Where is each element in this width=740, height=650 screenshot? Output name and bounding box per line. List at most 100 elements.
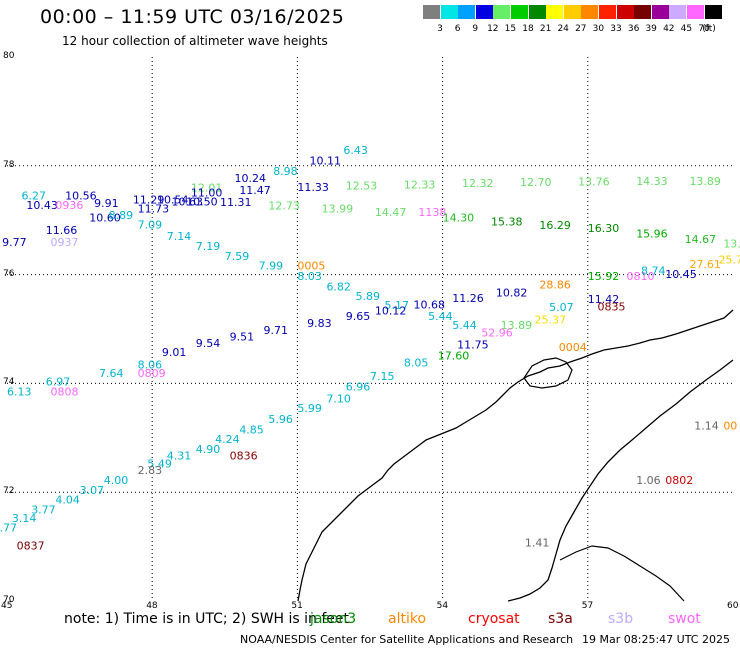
wave-height-label: 9.01	[162, 346, 187, 359]
wave-height-label: 10.56	[65, 190, 97, 203]
map-frame	[7, 57, 733, 601]
wave-height-label: 11.26	[452, 292, 484, 305]
wave-height-label: 3.07	[80, 484, 105, 497]
wave-height-label: 10.43	[26, 199, 58, 212]
wave-height-label: 12.32	[462, 177, 494, 190]
wave-height-label: 10.11	[310, 155, 342, 168]
color-scale-label: 15	[504, 24, 517, 34]
wave-height-label: 10.24	[234, 172, 265, 185]
wave-height-label: 12.70	[520, 176, 552, 189]
color-scale-label: 24	[557, 24, 569, 34]
color-scale-swatch	[669, 5, 687, 19]
wave-height-label: 4.90	[196, 443, 221, 456]
wave-height-label: 00	[723, 420, 737, 433]
longitude-label: 57	[581, 601, 594, 611]
color-scale-label: 6	[454, 24, 461, 34]
longitude-label: 54	[436, 601, 449, 611]
color-scale-swatch	[616, 5, 634, 19]
color-scale-label: 9	[472, 24, 479, 34]
wave-height-label: 9.91	[94, 197, 119, 210]
wave-height-label: 6.82	[326, 280, 351, 293]
wave-height-label: 52.96	[481, 327, 513, 340]
wave-height-label: 1138	[418, 206, 446, 219]
color-scale-label: 36	[627, 24, 640, 34]
wave-height-label: 15.38	[491, 216, 523, 229]
color-scale-swatch	[546, 5, 564, 19]
wave-height-label: 11.00	[191, 186, 223, 199]
color-scale-swatch	[458, 5, 476, 19]
wave-height-label: 10.63	[172, 196, 204, 209]
color-scale-unit: (ft)	[702, 24, 716, 34]
wave-height-label: 14.47	[375, 206, 407, 219]
wave-height-label: 5.49	[147, 458, 172, 471]
wave-height-label: 12.53	[346, 180, 378, 193]
wave-height-label: 6.27	[22, 190, 47, 203]
wave-height-label: 7.10	[326, 392, 351, 405]
color-scale-label: 30	[592, 24, 605, 34]
wave-height-label: 5.99	[297, 402, 322, 415]
color-scale-swatch	[634, 5, 652, 19]
wave-height-label: 9.83	[307, 317, 332, 330]
color-scale-swatch	[599, 5, 616, 19]
satellite-legend-altiko: altiko	[388, 611, 427, 627]
wave-height-label: 11.66	[46, 224, 78, 237]
wave-height-label: 13.76	[578, 175, 610, 188]
wave-height-label: 5.44	[452, 319, 477, 332]
wave-height-label: 7.15	[370, 370, 395, 383]
color-scale-label: 39	[645, 24, 657, 34]
wave-height-label: 6.43	[343, 144, 368, 157]
satellite-legend-jason3: jason3	[310, 611, 357, 627]
satellite-legend-swot: swot	[668, 611, 701, 627]
wave-height-label: 12.33	[404, 179, 436, 192]
wave-height-label: 28.86	[539, 279, 571, 292]
wave-height-label: 8.03	[297, 270, 322, 283]
color-scale-swatch	[423, 5, 440, 19]
wave-height-label: 17.60	[438, 349, 470, 362]
color-scale-swatch	[651, 5, 669, 19]
wave-height-label: 11.29	[133, 193, 165, 206]
wave-height-label: 0004	[559, 341, 587, 354]
color-scale-label: 70	[698, 24, 710, 34]
color-scale-swatch	[581, 5, 599, 19]
wave-height-label: 7.14	[167, 230, 192, 243]
wave-height-label: 8.89	[109, 209, 134, 222]
color-scale-swatch	[511, 5, 528, 19]
island-outline	[523, 357, 573, 389]
color-scale-label: 42	[663, 24, 675, 34]
wave-height-label: 7.59	[225, 250, 250, 263]
wave-height-label: 10.68	[414, 298, 446, 311]
latitude-label: 72	[3, 486, 15, 497]
wave-height-label: 9.51	[230, 330, 255, 343]
map-subtitle: 12 hour collection of altimeter wave hei…	[62, 34, 328, 48]
wave-height-label: 4.00	[104, 474, 129, 487]
wave-height-label: 10.45	[665, 268, 697, 281]
wave-height-label: 1.14	[694, 420, 719, 433]
wave-height-label: 0810	[627, 270, 655, 283]
latitude-label: 76	[3, 268, 15, 279]
wave-height-label: 14.30	[443, 211, 475, 224]
wave-height-label: 5.96	[268, 413, 293, 426]
wave-height-label: 8.98	[273, 165, 298, 178]
wave-height-label: 13.89	[501, 319, 533, 332]
wave-height-label: 27.61	[689, 258, 721, 271]
wave-height-label: 10.82	[496, 286, 527, 299]
color-scale-swatch	[440, 5, 458, 19]
satellite-legend-s3b: s3b	[608, 611, 634, 627]
wave-height-label: 13.99	[723, 237, 740, 250]
wave-height-label: 5.07	[549, 301, 574, 314]
longitude-label: 48	[146, 601, 158, 611]
wave-height-label: 11.75	[457, 339, 489, 352]
color-scale-swatch	[528, 5, 546, 19]
wave-height-label: 6.96	[346, 380, 371, 393]
wave-height-label: 11.73	[138, 203, 170, 216]
wave-height-label: 5.44	[428, 310, 453, 323]
coastline-southern-shore	[559, 545, 685, 602]
wave-height-label: 1.41	[525, 537, 550, 550]
credit-text: NOAA/NESDIS Center for Satellite Applica…	[240, 633, 574, 646]
wave-height-label: 8.06	[138, 359, 163, 372]
wave-height-label: 25.37	[535, 314, 567, 327]
color-scale-label: 27	[575, 24, 587, 34]
wave-height-label: 14.67	[685, 233, 717, 246]
longitude-label: 51	[291, 601, 303, 611]
wave-height-label: 16.30	[588, 222, 620, 235]
